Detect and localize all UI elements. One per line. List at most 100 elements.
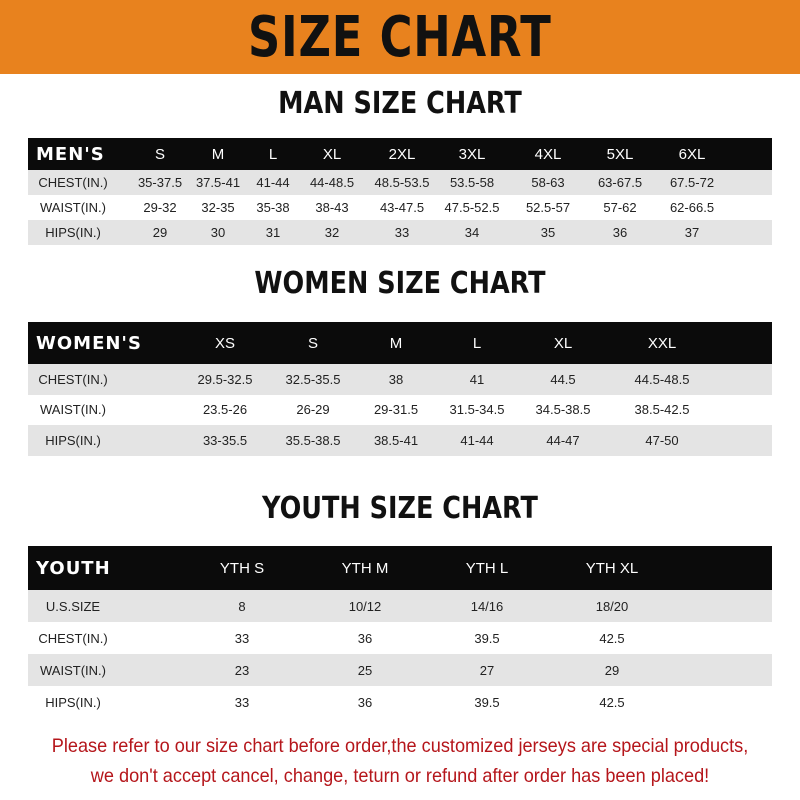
measurement-cell: 33 <box>394 225 410 240</box>
measurement-cell: 26-29 <box>296 402 330 418</box>
measurement-cell: 37.5-41 <box>195 175 241 190</box>
size-header-cell: S <box>154 145 166 163</box>
row-label: WAIST(IN.) <box>40 662 106 678</box>
measurement-cell: 58-63 <box>531 175 565 190</box>
measurement-cell: 57-62 <box>603 200 637 215</box>
size-header-cell: XL <box>322 145 342 163</box>
size-header-cell: 4XL <box>534 145 562 163</box>
size-header-cell: XL <box>553 334 573 352</box>
youth-size-table: YOUTH YTH S YTH M YTH L YTH XL U.S.SIZE 8 10/12… <box>28 546 772 718</box>
measurement-cell: 42.5 <box>599 630 625 646</box>
row-label: HIPS(IN.) <box>45 225 101 240</box>
measurement-cell: 38 <box>388 371 404 387</box>
measurement-cell: 37 <box>684 225 700 240</box>
row-label: HIPS(IN.) <box>45 694 101 710</box>
table-corner-label: WOMEN'S <box>36 332 142 354</box>
measurement-cell: 53.5-58 <box>449 175 495 190</box>
measurement-cell: 35-37.5 <box>137 175 183 190</box>
table-row: WAIST(IN.) 23.5-26 26-29 29-31.5 31.5-34.5 34… <box>28 394 772 425</box>
measurement-cell: 29-31.5 <box>373 402 419 418</box>
measurement-cell: 36 <box>357 694 373 710</box>
measurement-cell: 48.5-53.5 <box>374 175 430 190</box>
notice-line-2: we don't accept cancel, change, teturn o… <box>90 765 710 787</box>
size-header-cell: 3XL <box>458 145 486 163</box>
measurement-cell: 41-44 <box>256 175 290 190</box>
measurement-cell: 39.5 <box>474 630 500 646</box>
measurement-cell: 14/16 <box>470 598 504 614</box>
measurement-cell: 31 <box>265 225 281 240</box>
measurement-cell: 63-67.5 <box>597 175 643 190</box>
size-header-cell: YTH M <box>341 559 389 577</box>
notice-line-1: Please refer to our size chart before or… <box>51 735 749 757</box>
measurement-cell: 35 <box>540 225 556 240</box>
table-header-row: MEN'S S M L XL 2XL 3XL 4XL 5XL 6XL <box>28 138 772 170</box>
table-row: CHEST(IN.) 33 36 39.5 42.5 <box>28 622 772 654</box>
measurement-cell: 36 <box>357 630 373 646</box>
measurement-cell: 62-66.5 <box>669 200 715 215</box>
women-section-title: WOMEN SIZE CHART <box>254 266 546 301</box>
row-label: HIPS(IN.) <box>45 432 101 448</box>
row-label: CHEST(IN.) <box>38 371 108 387</box>
measurement-cell: 32.5-35.5 <box>285 371 341 387</box>
table-row: HIPS(IN.) 33-35.5 35.5-38.5 38.5-41 41-44 44-… <box>28 425 772 456</box>
measurement-cell: 27 <box>479 662 495 678</box>
size-header-cell: XS <box>214 334 236 352</box>
row-label: CHEST(IN.) <box>38 630 108 646</box>
table-corner-label: MEN'S <box>36 143 105 165</box>
table-row: HIPS(IN.) 33 36 39.5 42.5 <box>28 686 772 718</box>
measurement-cell: 32-35 <box>201 200 235 215</box>
row-label: CHEST(IN.) <box>38 175 108 190</box>
size-header-cell: YTH S <box>219 559 265 577</box>
measurement-cell: 47.5-52.5 <box>444 200 500 215</box>
table-header-row: YOUTH YTH S YTH M YTH L YTH XL <box>28 546 772 590</box>
measurement-cell: 29 <box>604 662 620 678</box>
measurement-cell: 35.5-38.5 <box>285 432 341 448</box>
row-label: U.S.SIZE <box>45 598 101 614</box>
table-row: CHEST(IN.) 29.5-32.5 32.5-35.5 38 41 44.5 44.5… <box>28 364 772 395</box>
measurement-cell: 10/12 <box>348 598 382 614</box>
measurement-cell: 33 <box>234 694 250 710</box>
measurement-cell: 29-32 <box>143 200 177 215</box>
measurement-cell: 39.5 <box>474 694 500 710</box>
measurement-cell: 38-43 <box>315 200 349 215</box>
size-header-cell: S <box>307 334 319 352</box>
measurement-cell: 33-35.5 <box>202 432 248 448</box>
measurement-cell: 44.5 <box>550 371 576 387</box>
measurement-cell: 43-47.5 <box>379 200 425 215</box>
banner-title: SIZE CHART <box>248 4 552 70</box>
size-header-cell: L <box>472 334 482 352</box>
size-header-cell: 6XL <box>678 145 706 163</box>
measurement-cell: 34 <box>464 225 480 240</box>
size-header-cell: M <box>211 145 225 163</box>
measurement-cell: 42.5 <box>599 694 625 710</box>
measurement-cell: 41 <box>469 371 485 387</box>
measurement-cell: 44-47 <box>546 432 580 448</box>
measurement-cell: 29 <box>152 225 168 240</box>
men-size-table: MEN'S S M L XL 2XL 3XL 4XL 5XL 6XL CHEST(IN.) 35-37… <box>28 138 772 245</box>
size-header-cell: YTH L <box>465 559 509 577</box>
measurement-cell: 36 <box>612 225 628 240</box>
measurement-cell: 38.5-41 <box>373 432 419 448</box>
measurement-cell: 44.5-48.5 <box>634 371 690 387</box>
table-row: HIPS(IN.) 29 30 31 32 33 34 35 36 37 <box>28 220 772 245</box>
measurement-cell: 23.5-26 <box>202 402 248 418</box>
size-header-cell: YTH XL <box>585 559 639 577</box>
measurement-cell: 25 <box>357 662 373 678</box>
measurement-cell: 41-44 <box>460 432 494 448</box>
measurement-cell: 47-50 <box>645 432 679 448</box>
measurement-cell: 31.5-34.5 <box>449 402 505 418</box>
measurement-cell: 8 <box>238 598 246 614</box>
size-header-cell: XXL <box>647 334 677 352</box>
table-row: WAIST(IN.) 23 25 27 29 <box>28 654 772 686</box>
row-label: WAIST(IN.) <box>40 200 106 215</box>
measurement-cell: 29.5-32.5 <box>197 371 253 387</box>
men-section-title: MAN SIZE CHART <box>278 86 522 121</box>
table-header-row: WOMEN'S XS S M L XL XXL <box>28 322 772 364</box>
youth-section-title: YOUTH SIZE CHART <box>262 491 538 526</box>
size-header-cell: L <box>268 145 278 163</box>
size-header-cell: M <box>389 334 403 352</box>
size-header-cell: 5XL <box>606 145 634 163</box>
measurement-cell: 33 <box>234 630 250 646</box>
measurement-cell: 38.5-42.5 <box>634 402 690 418</box>
measurement-cell: 52.5-57 <box>525 200 571 215</box>
